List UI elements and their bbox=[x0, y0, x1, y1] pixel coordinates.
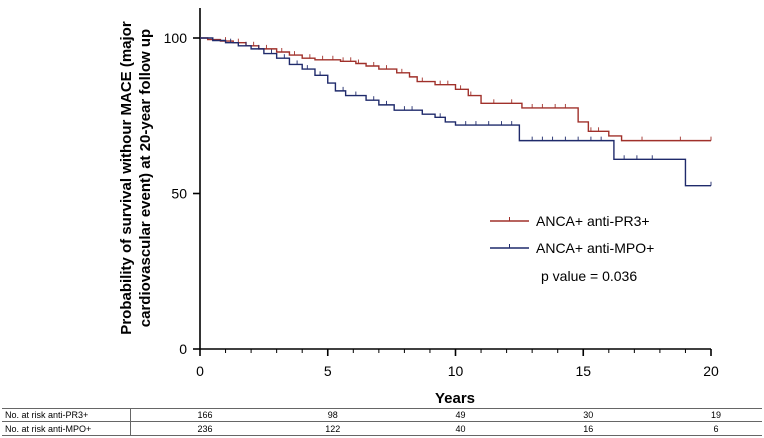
risk-cell: 40 bbox=[455, 424, 465, 434]
p-value-annotation: p value = 0.036 bbox=[541, 268, 637, 284]
risk-cell: 49 bbox=[455, 410, 465, 420]
legend-item-pr3: ANCA+ anti-PR3+ bbox=[490, 213, 650, 229]
risk-row-label: No. at risk anti-MPO+ bbox=[5, 424, 91, 434]
km-curve-pr3 bbox=[200, 37, 711, 142]
survival-curves bbox=[200, 37, 712, 187]
legend-item-mpo: ANCA+ anti-MPO+ bbox=[490, 240, 654, 256]
y-axis-title-line1: Probability of survival withour MACE (ma… bbox=[118, 21, 135, 335]
risk-cell: 98 bbox=[328, 410, 338, 420]
x-axis-ticks: 0 5 10 15 20 bbox=[196, 349, 719, 379]
risk-cell: 6 bbox=[713, 424, 718, 434]
risk-cell: 122 bbox=[325, 424, 340, 434]
x-tick-label: 15 bbox=[575, 363, 591, 379]
legend: ANCA+ anti-PR3+ ANCA+ anti-MPO+ bbox=[490, 213, 654, 256]
y-axis-title-line2: cardiovascular event) at 20-year follow … bbox=[137, 29, 154, 327]
risk-cell: 166 bbox=[197, 410, 212, 420]
x-tick-label: 20 bbox=[703, 363, 719, 379]
y-tick-label: 100 bbox=[164, 30, 188, 46]
risk-cell: 16 bbox=[583, 424, 593, 434]
x-tick-label: 0 bbox=[196, 363, 204, 379]
risk-cell: 236 bbox=[197, 424, 212, 434]
risk-cell: 30 bbox=[583, 410, 593, 420]
risk-cell: 19 bbox=[711, 410, 721, 420]
legend-label-pr3: ANCA+ anti-PR3+ bbox=[536, 213, 650, 229]
km-curve-mpo bbox=[200, 37, 711, 187]
legend-label-mpo: ANCA+ anti-MPO+ bbox=[536, 240, 654, 256]
x-axis-title: Years bbox=[435, 390, 475, 407]
y-tick-label: 50 bbox=[171, 186, 187, 202]
x-tick-label: 10 bbox=[448, 363, 464, 379]
y-axis-ticks: 0 50 100 bbox=[164, 30, 200, 357]
x-tick-label: 5 bbox=[324, 363, 332, 379]
y-tick-label: 0 bbox=[179, 341, 187, 357]
risk-row-label: No. at risk anti-PR3+ bbox=[5, 410, 88, 420]
